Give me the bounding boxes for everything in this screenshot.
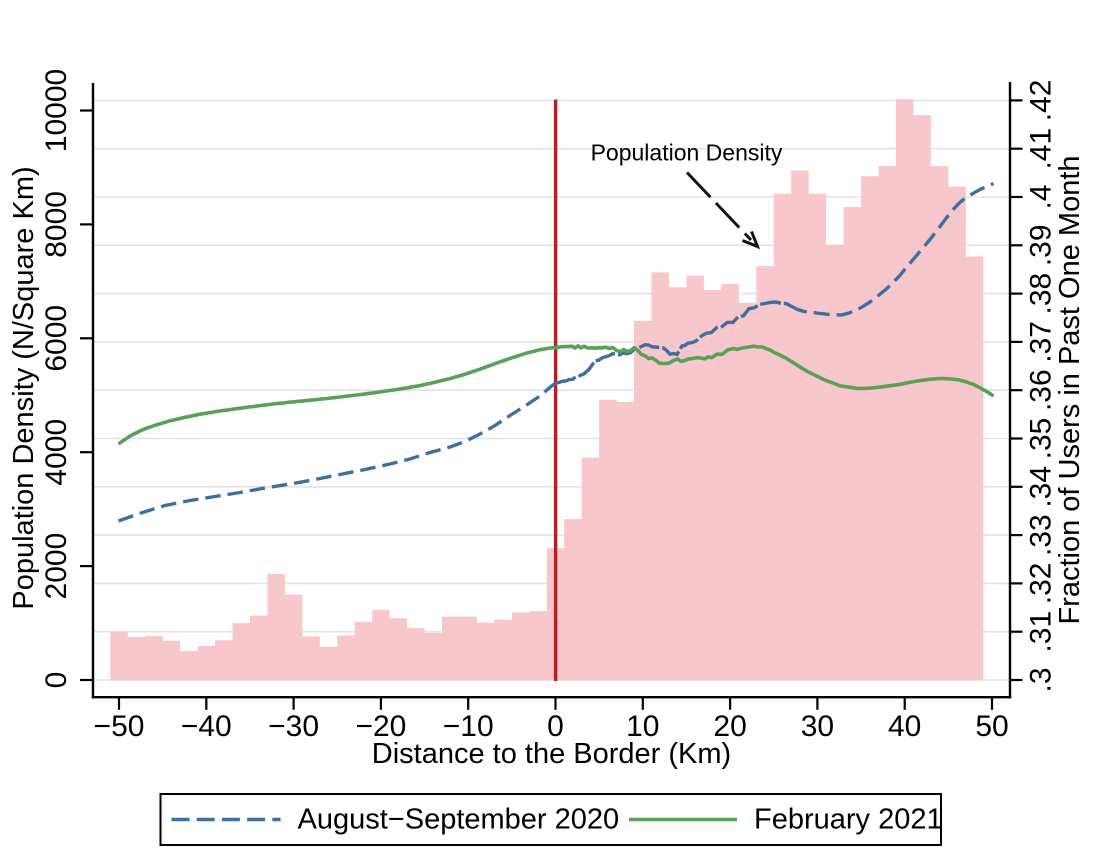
svg-text:.37: .37 [1025,321,1058,363]
svg-text:10: 10 [626,710,659,743]
svg-text:30: 30 [801,710,834,743]
svg-text:10000: 10000 [40,69,73,152]
svg-text:2000: 2000 [40,533,73,600]
svg-text:.3: .3 [1025,667,1058,692]
svg-text:−40: −40 [181,710,232,743]
svg-text:.36: .36 [1025,369,1058,411]
svg-text:.32: .32 [1025,563,1058,605]
svg-text:.35: .35 [1025,418,1058,460]
svg-text:0: 0 [547,710,564,743]
svg-text:−50: −50 [94,710,145,743]
svg-text:Population Density (N/Square K: Population Density (N/Square Km) [8,166,40,609]
svg-text:−10: −10 [443,710,494,743]
svg-text:0: 0 [40,672,73,689]
svg-text:20: 20 [713,710,746,743]
svg-text:6000: 6000 [40,305,73,372]
svg-text:.34: .34 [1025,466,1058,508]
svg-text:−30: −30 [268,710,319,743]
svg-text:.39: .39 [1025,224,1058,266]
svg-text:50: 50 [975,710,1008,743]
svg-text:August−September 2020: August−September 2020 [298,804,620,836]
svg-text:.41: .41 [1025,128,1058,170]
svg-text:.4: .4 [1025,184,1058,209]
svg-text:8000: 8000 [40,191,73,258]
svg-text:−20: −20 [355,710,406,743]
svg-text:.38: .38 [1025,273,1058,315]
svg-text:.31: .31 [1025,611,1058,653]
svg-text:Population Density: Population Density [591,140,783,166]
svg-text:.33: .33 [1025,514,1058,556]
svg-text:.42: .42 [1025,80,1058,122]
svg-text:Fraction of Users in Past One: Fraction of Users in Past One Month [1054,155,1086,624]
svg-text:Distance to the Border (Km): Distance to the Border (Km) [372,738,731,770]
svg-text:4000: 4000 [40,419,73,486]
svg-text:40: 40 [888,710,921,743]
svg-text:February 2021: February 2021 [754,804,943,836]
